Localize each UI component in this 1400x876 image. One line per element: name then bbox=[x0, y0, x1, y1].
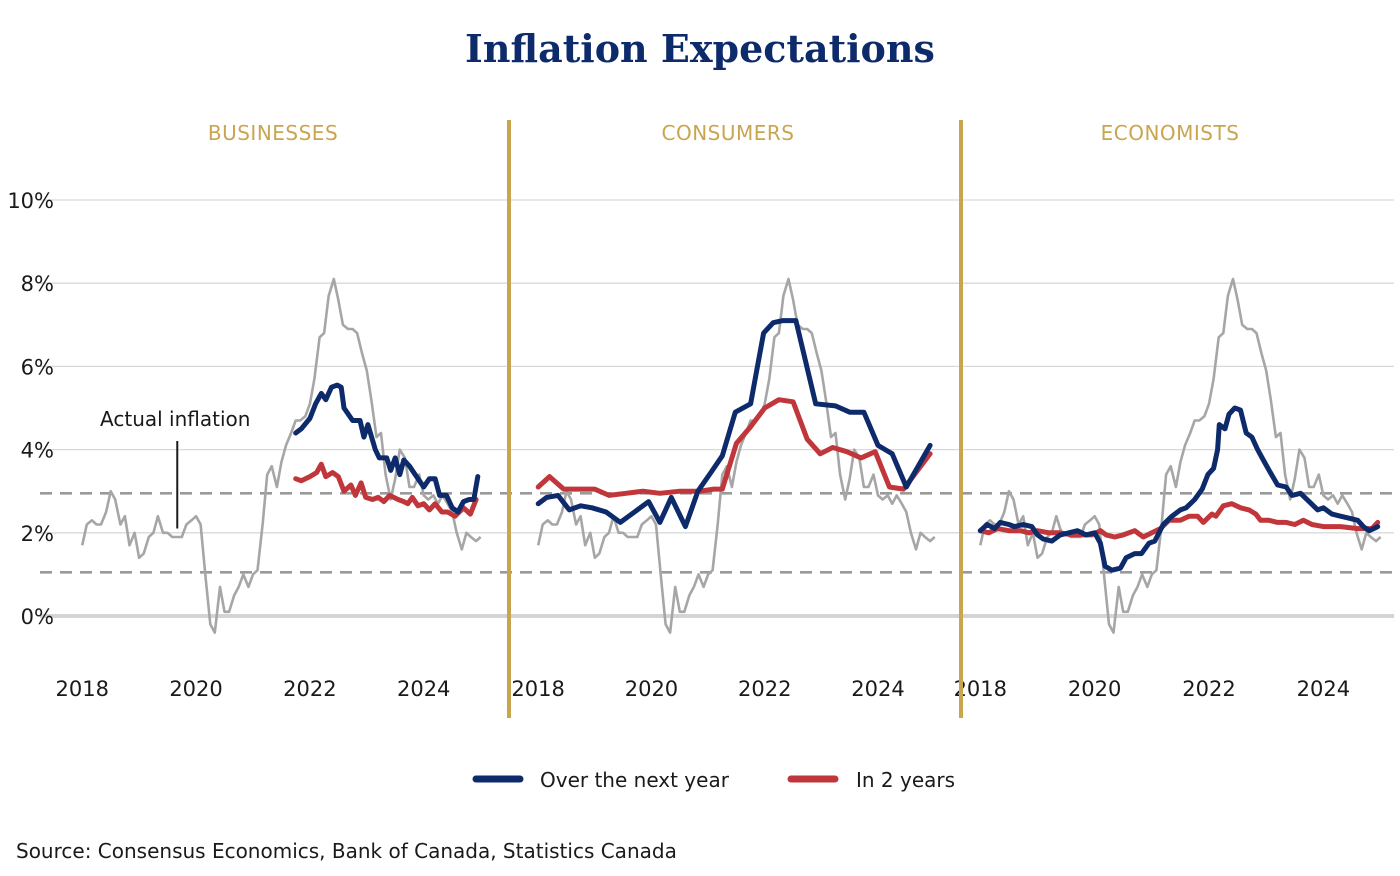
panel-dividers bbox=[507, 120, 963, 718]
panel-label-consumers: CONSUMERS bbox=[662, 121, 795, 145]
panel-label-economists: ECONOMISTS bbox=[1101, 121, 1240, 145]
grid-layer bbox=[40, 199, 1394, 618]
legend-label-next-year: Over the next year bbox=[540, 768, 730, 792]
annotation-label: Actual inflation bbox=[100, 407, 250, 431]
x-tick-label-consumers-2024: 2024 bbox=[851, 677, 904, 701]
x-tick-label-businesses-2020: 2020 bbox=[169, 677, 222, 701]
y-tick-label-6: 6% bbox=[21, 355, 54, 379]
series-actual-inflation-economists bbox=[979, 277, 1382, 634]
panels: BUSINESSES 2018 2020 2022 2024 CONSUMERS 2018 2… bbox=[56, 121, 1382, 701]
series-in-2-years-businesses bbox=[293, 461, 479, 519]
y-axis: 0% 2% 4% 6% 8% 10% bbox=[7, 189, 54, 629]
x-tick-label-consumers-2018: 2018 bbox=[511, 677, 564, 701]
x-tick-label-consumers-2020: 2020 bbox=[625, 677, 678, 701]
series-in-2-years-consumers bbox=[535, 397, 933, 498]
y-tick-label-10: 10% bbox=[7, 189, 54, 213]
series-next-year-consumers bbox=[535, 318, 933, 530]
x-tick-label-businesses-2018: 2018 bbox=[56, 677, 109, 701]
y-tick-label-0: 0% bbox=[21, 605, 54, 629]
panel-businesses: BUSINESSES 2018 2020 2022 2024 bbox=[56, 121, 482, 701]
panel-label-businesses: BUSINESSES bbox=[208, 121, 338, 145]
series-in-2-years-economists bbox=[977, 501, 1381, 540]
x-tick-label-economists-2022: 2022 bbox=[1182, 677, 1235, 701]
series-next-year-businesses bbox=[293, 382, 481, 515]
x-tick-label-consumers-2022: 2022 bbox=[738, 677, 791, 701]
legend: Over the next year In 2 years bbox=[472, 768, 955, 792]
legend-label-in-2-years: In 2 years bbox=[856, 768, 955, 792]
chart-title: Inflation Expectations bbox=[465, 26, 935, 71]
x-tick-label-businesses-2022: 2022 bbox=[283, 677, 336, 701]
source-note: Source: Consensus Economics, Bank of Can… bbox=[16, 839, 677, 863]
x-tick-label-economists-2020: 2020 bbox=[1068, 677, 1121, 701]
x-tick-label-economists-2024: 2024 bbox=[1297, 677, 1350, 701]
series-actual-inflation-consumers bbox=[536, 277, 936, 634]
y-tick-label-4: 4% bbox=[21, 439, 54, 463]
x-tick-label-businesses-2024: 2024 bbox=[397, 677, 450, 701]
series-next-year-economists bbox=[977, 405, 1381, 573]
series-actual-inflation-businesses bbox=[80, 277, 482, 634]
panel-consumers: CONSUMERS 2018 2020 2022 2024 bbox=[511, 121, 936, 701]
y-tick-label-8: 8% bbox=[21, 272, 54, 296]
y-tick-label-2: 2% bbox=[21, 522, 54, 546]
